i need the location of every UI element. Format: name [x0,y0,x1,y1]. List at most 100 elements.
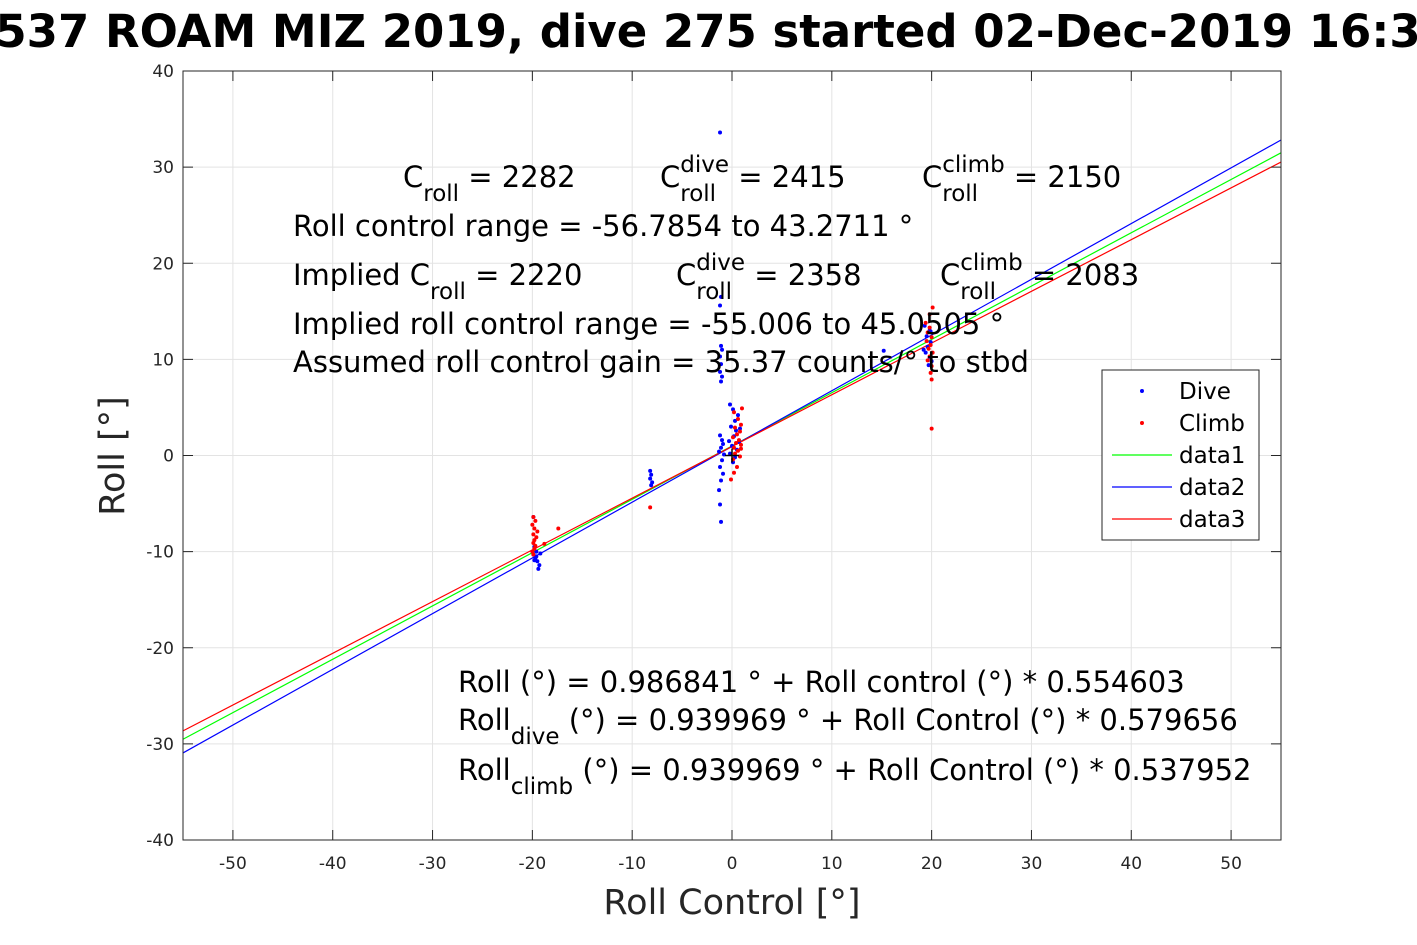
legend-marker-climb [1140,421,1144,425]
x-tick-label: 40 [1120,854,1142,874]
data-point-dive [737,426,742,431]
data-point-dive [538,551,543,556]
data-point-climb [735,416,740,421]
legend: Dive Climb data1 data2 data3 [1101,369,1260,541]
data-point-climb [927,312,932,317]
data-point-dive [719,379,724,384]
data-point-climb [923,320,928,325]
data-point-climb [532,546,537,551]
annotations: Croll = 2282 Cdive roll = 2415 Cclimb roll =… [293,152,1251,800]
data-point-climb [531,552,536,557]
annotation-fit-all: Roll (°) = 0.986841 ° + Roll control (°)… [458,665,1185,699]
data-point-dive [720,374,725,379]
x-tick-label: 30 [1021,854,1043,874]
y-tick-label: -30 [146,735,174,755]
data-point-dive [719,343,724,348]
data-point-dive [648,476,653,481]
axis-ticks: -50 -40 -30 -20 -10 0 10 20 30 40 50 -40 -30 -20 -10 0 1… [146,62,1281,874]
annotation-range: Roll control range = -56.7854 to 43.2711… [293,209,913,243]
data-point-dive [928,340,933,345]
data-point-climb [930,350,935,355]
data-point-dive [924,334,929,339]
data-point-dive [921,347,926,352]
y-tick-label: -10 [146,543,174,563]
data-point-dive [923,350,928,355]
data-point-dive [717,488,722,493]
data-point-dive [717,449,722,454]
y-tick-label: 30 [152,158,174,178]
data-point-climb [737,429,742,434]
data-point-climb [930,305,935,310]
data-point-climb [732,425,737,430]
y-axis-label: Roll [°] [93,396,133,516]
data-point-dive [536,566,541,571]
x-tick-label: 50 [1220,854,1242,874]
data-point-dive [719,362,724,367]
data-point-dive [719,519,724,524]
data-point-dive [728,451,733,456]
legend-label-data3: data3 [1179,507,1245,533]
data-point-climb [530,522,535,527]
x-tick-label: -10 [618,854,646,874]
data-point-dive [727,439,732,444]
data-point-climb [731,470,736,475]
data-point-dive [929,359,934,364]
data-point-climb [733,441,738,446]
data-points [530,130,935,571]
data-point-climb [531,532,536,537]
data-point-dive [648,468,653,473]
data-point-dive [534,554,539,559]
legend-label-dive: Dive [1179,379,1231,405]
x-tick-label: -40 [319,854,347,874]
data-point-dive [718,354,723,359]
legend-marker-dive [1140,389,1144,393]
data-point-climb [926,346,931,351]
data-point-dive [720,458,725,463]
data-point-dive [719,445,724,450]
y-tick-label: -20 [146,639,174,659]
data-point-climb [738,442,743,447]
data-point-dive [719,294,724,299]
annotation-c-roll: Croll = 2282 [403,160,576,207]
annotation-fit-climb: Rollclimb (°) = 0.939969 ° + Roll Contro… [458,753,1251,800]
x-tick-label: -50 [219,854,247,874]
chart-title: 537 ROAM MIZ 2019, dive 275 started 02-D… [0,5,1417,58]
data-point-climb [542,541,547,546]
data-point-climb [928,370,933,375]
y-tick-label: 0 [163,447,174,467]
x-axis-label: Roll Control [°] [603,883,860,923]
data-point-dive [718,369,723,374]
data-point-climb [532,526,537,531]
data-point-climb [929,335,934,340]
data-point-dive [718,465,723,470]
data-point-climb [533,518,538,523]
data-point-climb [732,451,737,456]
x-tick-label: 20 [921,854,943,874]
y-tick-label: 40 [152,62,174,82]
annotation-implied-c-roll: Implied Croll = 2220 [293,258,582,305]
data-point-climb [739,406,744,411]
data-point-climb [924,339,929,344]
x-tick-label: 0 [727,854,738,874]
annotation-c-roll-climb: Cclimb roll = 2150 [922,152,1121,207]
data-point-climb [927,354,932,359]
legend-label-data2: data2 [1179,475,1245,501]
annotation-implied-c-roll-dive: Cdive roll = 2358 [676,250,862,305]
data-point-climb [730,435,735,440]
annotation-c-roll-dive: Cdive roll = 2415 [660,152,846,207]
legend-label-data1: data1 [1179,443,1245,469]
data-point-dive [532,558,537,563]
data-point-climb [927,325,932,330]
data-point-climb [929,426,934,431]
data-point-climb [735,448,740,453]
y-tick-label: -40 [146,831,174,851]
data-point-climb [929,377,934,382]
data-point-climb [929,364,934,369]
x-tick-label: 10 [821,854,843,874]
data-point-climb [531,540,536,545]
annotation-implied-range: Implied roll control range = -55.006 to … [293,307,1004,341]
data-point-climb [734,465,739,470]
data-point-climb [738,422,743,427]
data-point-climb [928,342,933,347]
data-point-dive [718,502,723,507]
